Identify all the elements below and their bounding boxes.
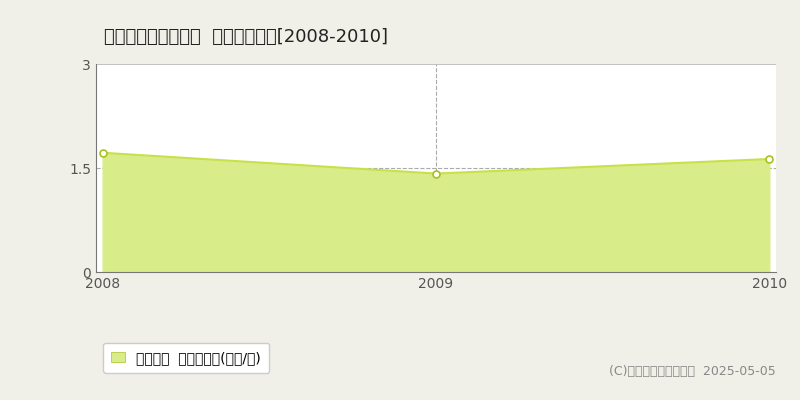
- Text: (C)土地価格ドットコム  2025-05-05: (C)土地価格ドットコム 2025-05-05: [610, 365, 776, 378]
- Legend: 土地価格  平均坪単価(万円/坪): 土地価格 平均坪単価(万円/坪): [103, 342, 270, 373]
- Text: 檜山郡江差町越前町  土地価格推移[2008-2010]: 檜山郡江差町越前町 土地価格推移[2008-2010]: [104, 28, 388, 46]
